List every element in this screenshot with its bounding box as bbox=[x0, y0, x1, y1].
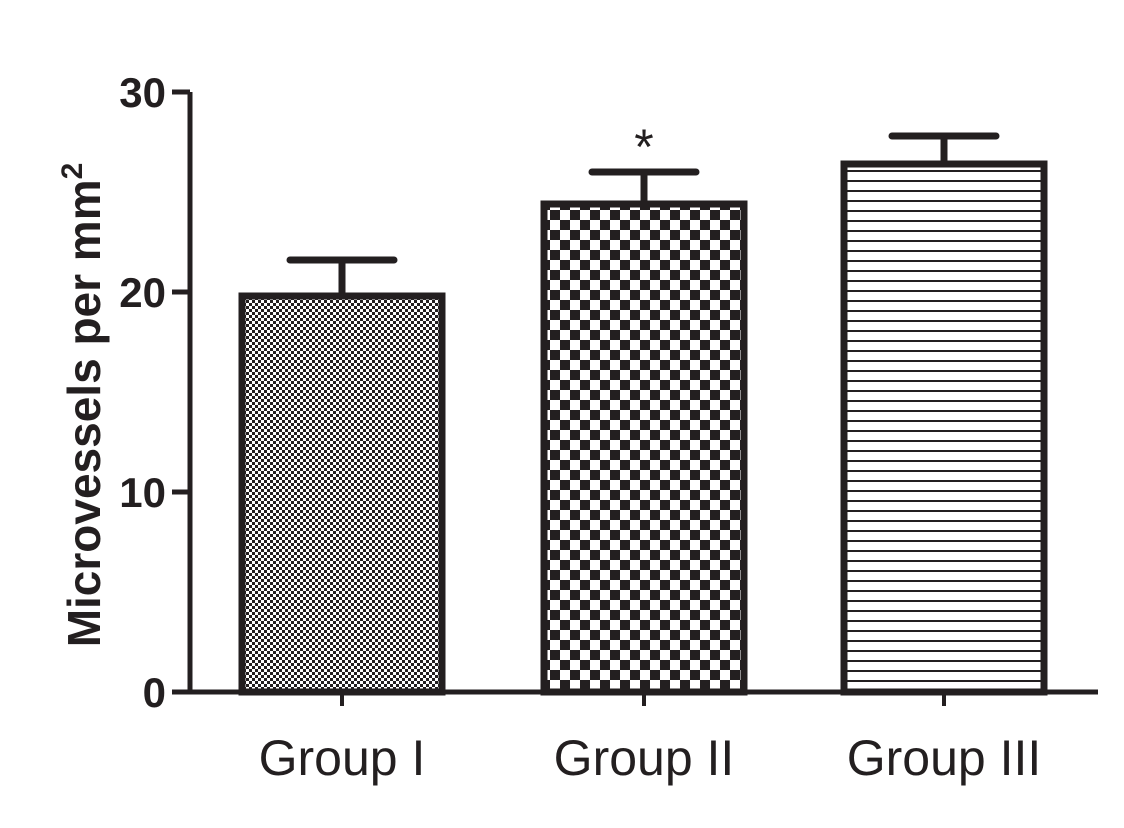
bar-group-2 bbox=[540, 168, 748, 696]
significance-marker: * bbox=[634, 119, 653, 175]
y-tick-label: 0 bbox=[143, 669, 166, 716]
bars-layer bbox=[238, 132, 1048, 696]
bar-group-3 bbox=[840, 132, 1048, 696]
y-axis-title-superscript: 2 bbox=[56, 163, 89, 180]
y-tick-label: 30 bbox=[119, 69, 166, 116]
bar bbox=[840, 160, 1048, 696]
axes-layer bbox=[172, 89, 1098, 706]
bar-group-1 bbox=[238, 256, 446, 696]
y-tick-label: 20 bbox=[119, 269, 166, 316]
bar bbox=[238, 292, 446, 696]
x-tick-label: Group III bbox=[847, 730, 1042, 786]
x-tick-label: Group I bbox=[259, 730, 426, 786]
y-axis-title-text: Microvessels per mm bbox=[58, 179, 110, 647]
y-tick-label: 10 bbox=[119, 469, 166, 516]
y-axis-title: Microvessels per mm2 bbox=[56, 163, 110, 648]
bar bbox=[540, 200, 748, 696]
labels-layer: Group I Group II*Group III0102030Microves… bbox=[56, 69, 1041, 786]
x-tick-label: Group II bbox=[554, 730, 735, 786]
